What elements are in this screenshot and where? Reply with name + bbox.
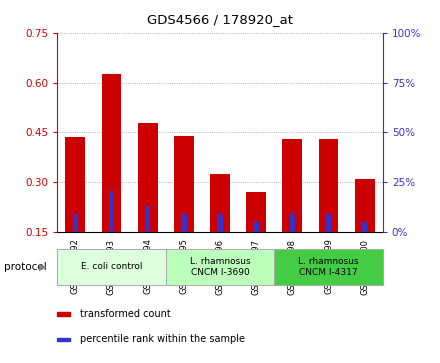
Text: transformed count: transformed count bbox=[80, 309, 171, 319]
Bar bbox=[145, 206, 150, 232]
Bar bbox=[138, 122, 158, 232]
Text: E. coli control: E. coli control bbox=[81, 262, 142, 271]
Bar bbox=[253, 222, 259, 232]
Bar bbox=[362, 222, 367, 232]
Bar bbox=[73, 214, 78, 232]
Bar bbox=[57, 312, 70, 316]
Bar bbox=[217, 214, 223, 232]
Text: L. rhamnosus
CNCM I-4317: L. rhamnosus CNCM I-4317 bbox=[298, 257, 359, 277]
Text: L. rhamnosus
CNCM I-3690: L. rhamnosus CNCM I-3690 bbox=[190, 257, 250, 277]
Bar bbox=[66, 138, 85, 232]
Bar bbox=[355, 179, 375, 232]
Bar bbox=[174, 136, 194, 232]
Bar bbox=[290, 214, 295, 232]
Text: protocol: protocol bbox=[4, 262, 47, 272]
Text: percentile rank within the sample: percentile rank within the sample bbox=[80, 334, 245, 344]
Bar bbox=[319, 139, 338, 232]
Bar bbox=[326, 214, 331, 232]
Bar bbox=[166, 249, 274, 285]
Text: GDS4566 / 178920_at: GDS4566 / 178920_at bbox=[147, 13, 293, 26]
Bar bbox=[246, 192, 266, 232]
Bar bbox=[274, 249, 383, 285]
Bar bbox=[181, 214, 187, 232]
Bar bbox=[57, 338, 70, 341]
Bar bbox=[210, 174, 230, 232]
Bar bbox=[282, 139, 302, 232]
Bar bbox=[109, 191, 114, 232]
Bar bbox=[102, 74, 121, 232]
Bar bbox=[57, 249, 166, 285]
Text: ▶: ▶ bbox=[39, 262, 46, 272]
